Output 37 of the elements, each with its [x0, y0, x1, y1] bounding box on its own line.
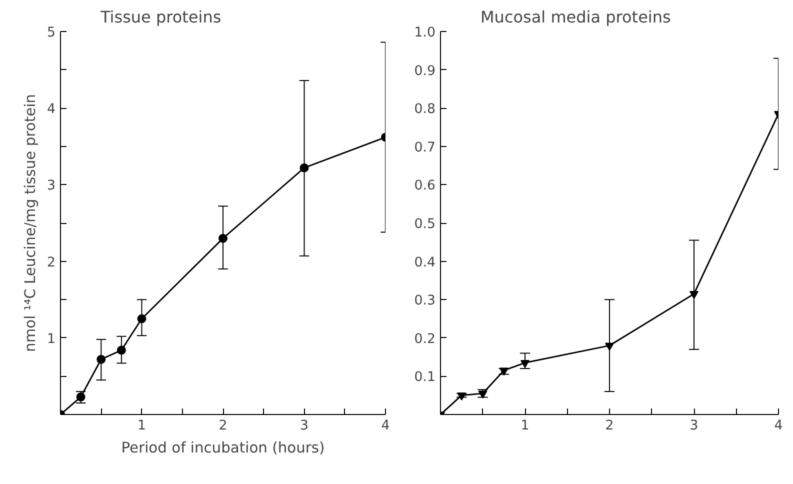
- y-tick-label: 0.3: [414, 294, 436, 309]
- point: [690, 291, 698, 299]
- y-tick-label: 3: [47, 178, 56, 194]
- y-tick-label: 2: [47, 255, 56, 270]
- x-tick-label: 1: [138, 418, 146, 434]
- point: [96, 354, 106, 364]
- x-tick-label: 4: [774, 418, 783, 434]
- y-tick-label: 0.1: [414, 370, 436, 386]
- point: [457, 392, 466, 400]
- x-tick-label: 1: [520, 418, 530, 434]
- y-tick-label: 5: [47, 26, 56, 40]
- y-tick-label: 4: [47, 102, 56, 118]
- point: [300, 163, 309, 172]
- y-tick-label: 0.7: [414, 140, 436, 156]
- y-tick-label: 0.9: [414, 64, 436, 79]
- y-tick-label: 1.0: [414, 26, 436, 40]
- y-tick-label: 1: [47, 332, 56, 347]
- x-tick-label: 2: [605, 418, 614, 434]
- y-axis-title: nmol ¹⁴C Leucine/mg tissue protein: [22, 94, 40, 352]
- x-tick-label: 3: [690, 418, 698, 434]
- point: [218, 234, 228, 243]
- point: [116, 346, 126, 355]
- x-axis-title: Period of incubation (hours): [121, 440, 325, 456]
- y-tick-label: 0.2: [414, 332, 436, 347]
- point: [605, 342, 614, 351]
- point: [520, 360, 530, 368]
- y-tick-label: 0.8: [414, 102, 436, 118]
- x-tick-label: 4: [381, 418, 390, 434]
- chart-title: Mucosal media proteins: [480, 8, 671, 26]
- x-tick-label: 3: [300, 418, 308, 434]
- y-tick-label: 0.5: [414, 217, 436, 232]
- y-tick-label: 0.4: [414, 255, 436, 270]
- y-tick-label: 0.6: [414, 178, 436, 194]
- point: [137, 314, 146, 324]
- x-tick-label: 2: [218, 418, 228, 434]
- chart-title: Tissue proteins: [100, 8, 222, 26]
- point: [76, 392, 86, 402]
